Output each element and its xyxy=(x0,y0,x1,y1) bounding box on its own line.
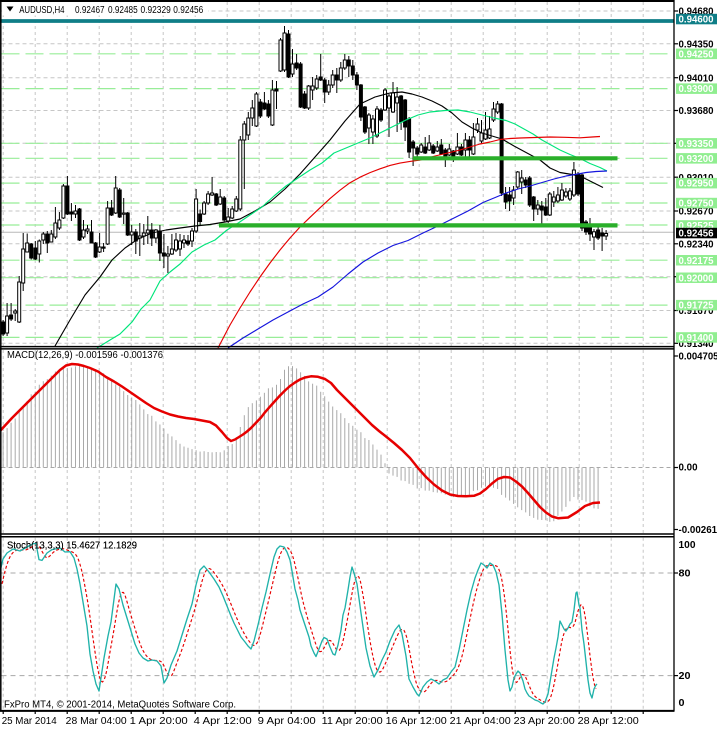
svg-text:0.00: 0.00 xyxy=(679,462,698,473)
svg-text:0.94600: 0.94600 xyxy=(679,15,714,26)
svg-text:-0.002614: -0.002614 xyxy=(679,525,717,536)
svg-text:0.92340: 0.92340 xyxy=(679,239,714,250)
svg-text:0.004705: 0.004705 xyxy=(679,352,717,363)
svg-text:28 Apr 12:00: 28 Apr 12:00 xyxy=(578,716,639,727)
svg-text:AUDUSD,H4: AUDUSD,H4 xyxy=(19,5,65,16)
svg-text:0.93900: 0.93900 xyxy=(679,84,714,95)
svg-text:0.92329: 0.92329 xyxy=(141,5,172,16)
svg-text:23 Apr 20:00: 23 Apr 20:00 xyxy=(514,716,575,727)
svg-text:Stoch(13,3,3) 15.4627 12.1829: Stoch(13,3,3) 15.4627 12.1829 xyxy=(7,541,137,552)
svg-text:0.92750: 0.92750 xyxy=(679,199,714,210)
svg-text:9 Apr 04:00: 9 Apr 04:00 xyxy=(258,716,316,727)
svg-text:0.93350: 0.93350 xyxy=(679,139,714,150)
svg-text:MACD(12,26,9) -0.001596 -0.001: MACD(12,26,9) -0.001596 -0.001376 xyxy=(7,350,163,361)
svg-text:0.94680: 0.94680 xyxy=(679,7,714,18)
svg-text:21 Apr 04:00: 21 Apr 04:00 xyxy=(450,716,511,727)
svg-text:0.91725: 0.91725 xyxy=(679,301,714,312)
svg-text:0: 0 xyxy=(679,698,685,709)
svg-text:0.92000: 0.92000 xyxy=(679,273,714,284)
svg-text:0.94350: 0.94350 xyxy=(679,39,714,50)
svg-text:0.92525: 0.92525 xyxy=(679,221,714,232)
svg-text:20: 20 xyxy=(679,671,691,682)
svg-text:0.92670: 0.92670 xyxy=(679,207,714,218)
svg-text:0.92456: 0.92456 xyxy=(173,5,203,16)
svg-text:0.93680: 0.93680 xyxy=(679,106,714,117)
svg-text:0.94250: 0.94250 xyxy=(679,49,714,60)
svg-text:4 Apr 12:00: 4 Apr 12:00 xyxy=(194,716,252,727)
svg-text:0.92456: 0.92456 xyxy=(679,229,714,240)
svg-text:0.92175: 0.92175 xyxy=(679,256,714,267)
svg-text:1 Apr 20:00: 1 Apr 20:00 xyxy=(130,716,188,727)
svg-text:0.92485: 0.92485 xyxy=(108,5,138,16)
svg-text:0.93200: 0.93200 xyxy=(679,154,714,165)
svg-text:100: 100 xyxy=(679,540,696,551)
svg-text:0.94010: 0.94010 xyxy=(679,73,714,84)
svg-text:0.91340: 0.91340 xyxy=(679,339,714,350)
svg-text:Stoch(13,3,3) 15.4627 12.1829: Stoch(13,3,3) 15.4627 12.1829 xyxy=(7,541,137,552)
svg-text:11 Apr 20:00: 11 Apr 20:00 xyxy=(322,716,383,727)
svg-text:25 Mar 2014: 25 Mar 2014 xyxy=(2,716,57,727)
svg-text:0.92467: 0.92467 xyxy=(75,5,105,16)
svg-text:0.92950: 0.92950 xyxy=(679,179,714,190)
svg-text:16 Apr 12:00: 16 Apr 12:00 xyxy=(386,716,447,727)
svg-text:80: 80 xyxy=(679,569,691,580)
svg-text:FxPro MT4, © 2001-2014, MetaQu: FxPro MT4, © 2001-2014, MetaQuotes Softw… xyxy=(4,700,236,711)
svg-text:0.91670: 0.91670 xyxy=(679,306,714,317)
svg-text:28 Mar 04:00: 28 Mar 04:00 xyxy=(66,716,127,727)
svg-text:0.91400: 0.91400 xyxy=(679,333,714,344)
